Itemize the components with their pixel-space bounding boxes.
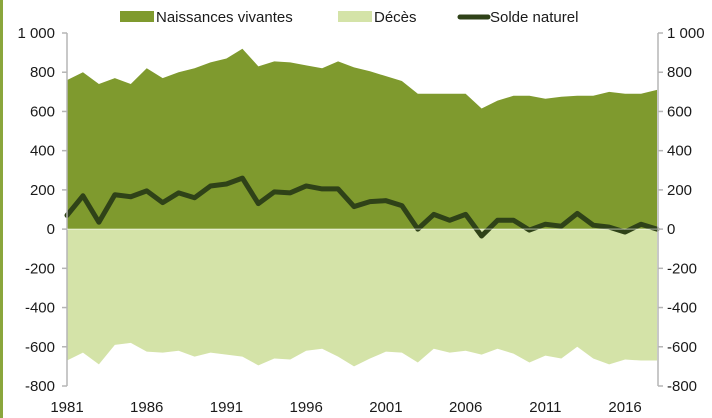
right-y-tick-label: 600 xyxy=(667,103,692,120)
left-y-tick-label: -800 xyxy=(25,378,55,395)
left-y-tick-label: 200 xyxy=(30,182,55,199)
right-y-tick-label: 800 xyxy=(667,64,692,81)
x-tick-label: 2011 xyxy=(529,399,561,416)
area-layer xyxy=(67,48,657,367)
left-y-tick-label: -600 xyxy=(25,339,55,356)
right-y-tick-label: -800 xyxy=(667,378,697,395)
x-tick-label: 2016 xyxy=(608,399,641,416)
right-y-tick-label: -200 xyxy=(667,260,697,277)
left-y-tick-label: -200 xyxy=(25,260,55,277)
x-tick-label: 1991 xyxy=(210,399,243,416)
left-y-tick-label: 400 xyxy=(30,143,55,160)
right-y-tick-label: 0 xyxy=(667,221,675,238)
x-tick-label: 2006 xyxy=(449,399,482,416)
legend: Naissances vivantes Décès Solde naturel xyxy=(120,9,578,26)
left-y-tick-label: 0 xyxy=(47,221,55,238)
axes-layer: 1 000 1 000 800 800 600 600 400 400 200 200 0 0 -200… xyxy=(17,25,704,416)
left-y-tick-label: 600 xyxy=(30,103,55,120)
legend-swatch-0 xyxy=(120,11,154,22)
left-accent-bar xyxy=(0,0,3,418)
legend-label-1: Décès xyxy=(374,9,417,26)
right-y-tick-label: 400 xyxy=(667,143,692,160)
x-tick-label: 1986 xyxy=(130,399,163,416)
legend-label-2: Solde naturel xyxy=(490,9,578,26)
x-tick-label: 2001 xyxy=(369,399,402,416)
right-y-tick-label: 1 000 xyxy=(667,25,705,42)
legend-swatch-1 xyxy=(338,11,372,22)
left-y-tick-label: 800 xyxy=(30,64,55,81)
area-series-1 xyxy=(67,229,657,367)
right-y-tick-label: -600 xyxy=(667,339,697,356)
line-series-2 xyxy=(64,175,660,239)
legend-label-0: Naissances vivantes xyxy=(156,9,293,26)
left-y-tick-label: -400 xyxy=(25,300,55,317)
left-y-tick-label: 1 000 xyxy=(17,25,55,42)
line-layer xyxy=(64,175,660,239)
x-tick-label: 1981 xyxy=(50,399,83,416)
right-y-tick-label: -400 xyxy=(667,300,697,317)
right-y-tick-label: 200 xyxy=(667,182,692,199)
x-tick-label: 1996 xyxy=(290,399,323,416)
